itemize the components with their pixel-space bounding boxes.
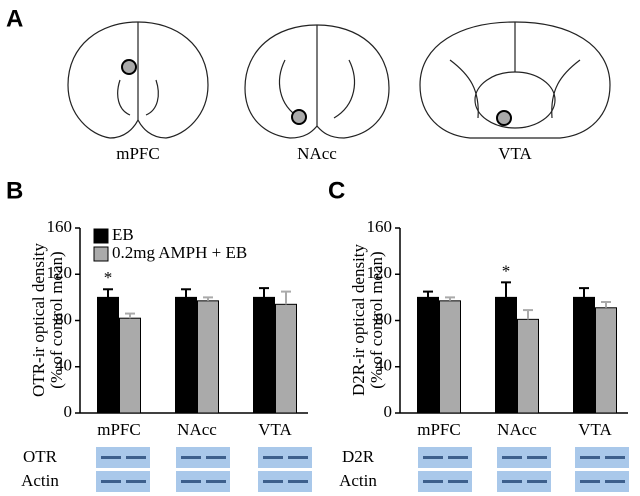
blot-band [206, 480, 226, 483]
blot [418, 447, 472, 468]
bar [495, 296, 517, 414]
blot-band [126, 456, 146, 459]
panel-label: C [328, 177, 345, 204]
blot-band [101, 480, 121, 483]
y-axis-label: D2R-ir optical density [349, 243, 368, 396]
blot-band [502, 480, 522, 483]
blot-band [206, 456, 226, 459]
blot-label: Actin [339, 471, 377, 490]
significance-mark: * [502, 261, 511, 280]
blot [497, 447, 551, 468]
blot-band [502, 456, 522, 459]
bar [275, 303, 297, 414]
blot [575, 447, 629, 468]
bar [417, 296, 439, 414]
bar [175, 296, 197, 414]
bar [595, 307, 617, 414]
blot-label: Actin [21, 471, 59, 490]
blot-band [181, 480, 201, 483]
legend-label: 0.2mg AMPH + EB [112, 243, 247, 262]
panel-label: A [6, 5, 23, 32]
blot [497, 471, 551, 492]
y-tick-label: 160 [47, 217, 73, 236]
blot-band [448, 480, 468, 483]
brain-diagram-nacc [244, 24, 390, 139]
legend-label: EB [112, 225, 134, 244]
region-label: NAcc [297, 144, 337, 163]
x-tick-label: NAcc [497, 420, 537, 439]
blot-band [605, 480, 625, 483]
significance-mark: * [104, 268, 113, 287]
blot-band [527, 456, 547, 459]
blot-band [423, 480, 443, 483]
blot-band [423, 456, 443, 459]
blot [418, 471, 472, 492]
brain-diagram-mpfc [67, 21, 209, 139]
y-axis-label: (% of control mean) [47, 251, 66, 388]
blot-band [126, 480, 146, 483]
blot [176, 447, 230, 468]
blot [96, 471, 150, 492]
bar [253, 296, 275, 414]
y-tick-label: 0 [384, 402, 393, 421]
legend-swatch [93, 228, 109, 244]
y-tick-label: 120 [47, 263, 73, 282]
y-tick-label: 40 [375, 356, 392, 375]
blot [258, 447, 312, 468]
blot-band [448, 456, 468, 459]
blot [575, 471, 629, 492]
x-tick-label: VTA [258, 420, 292, 439]
bar [439, 300, 461, 414]
y-tick-label: 80 [55, 309, 72, 328]
blot [96, 447, 150, 468]
y-tick-label: 160 [367, 217, 393, 236]
bar [573, 296, 595, 414]
region-label: mPFC [116, 144, 159, 163]
blot [176, 471, 230, 492]
blot [258, 471, 312, 492]
bar [517, 318, 539, 414]
x-tick-label: NAcc [177, 420, 217, 439]
blot-band [527, 480, 547, 483]
blot-band [580, 480, 600, 483]
bar [197, 300, 219, 414]
x-tick-label: VTA [578, 420, 612, 439]
panel-label: B [6, 177, 23, 204]
bar [97, 296, 119, 414]
brain-diagram-vta [419, 21, 611, 139]
blot-band [580, 456, 600, 459]
y-tick-label: 120 [367, 263, 393, 282]
blot-label: D2R [342, 447, 375, 466]
blot-band [288, 456, 308, 459]
blot-band [288, 480, 308, 483]
blot-band [263, 480, 283, 483]
blot-label: OTR [23, 447, 58, 466]
blot-band [605, 456, 625, 459]
y-tick-label: 80 [375, 309, 392, 328]
y-axis-label: (% of control mean) [367, 251, 386, 388]
blot-band [101, 456, 121, 459]
bar [119, 317, 141, 414]
y-tick-label: 40 [55, 356, 72, 375]
x-tick-label: mPFC [97, 420, 140, 439]
y-tick-label: 0 [64, 402, 73, 421]
blot-band [181, 456, 201, 459]
x-tick-label: mPFC [417, 420, 460, 439]
region-label: VTA [498, 144, 532, 163]
y-axis-label: OTR-ir optical density [29, 243, 48, 397]
legend-swatch [93, 246, 109, 262]
blot-band [263, 456, 283, 459]
